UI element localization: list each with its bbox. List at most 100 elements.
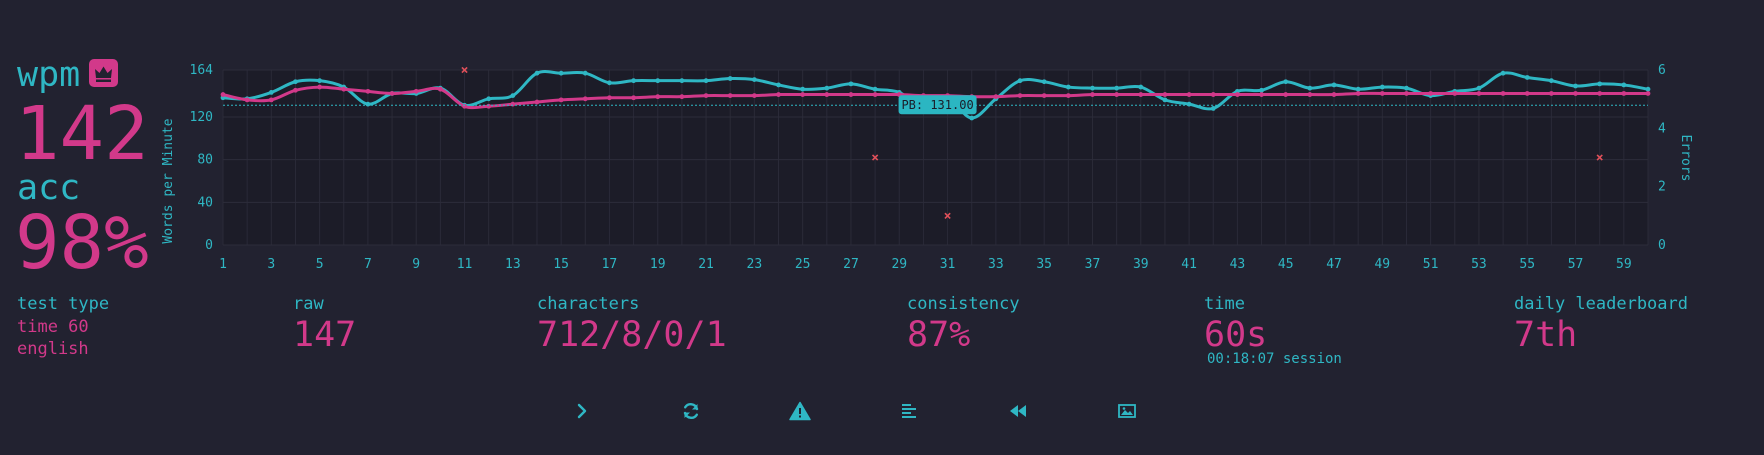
pb-annotation: PB: 131.00 bbox=[223, 95, 1648, 115]
wpm-point bbox=[824, 92, 830, 97]
raw-point bbox=[872, 86, 878, 92]
replay-button[interactable] bbox=[1003, 396, 1033, 426]
raw-point bbox=[486, 96, 492, 102]
wpm-point bbox=[413, 88, 419, 94]
wpm-point bbox=[389, 91, 395, 96]
raw-point bbox=[1476, 85, 1482, 91]
error-marker-stroke bbox=[944, 212, 951, 219]
test-type-label: test type bbox=[17, 294, 110, 314]
wpm-point bbox=[631, 95, 636, 101]
report-button[interactable] bbox=[785, 396, 815, 426]
characters-label: characters bbox=[537, 294, 640, 314]
acc-value: 98% bbox=[15, 200, 149, 286]
error-marker bbox=[871, 154, 879, 161]
wpm-point bbox=[1090, 92, 1095, 97]
raw-point bbox=[1379, 84, 1385, 90]
wpm-point bbox=[1017, 93, 1023, 99]
x-tick-label: 33 bbox=[988, 257, 1004, 272]
characters-value: 712/8/0/1 bbox=[537, 315, 727, 355]
x-tick-label: 31 bbox=[940, 257, 956, 272]
raw-point bbox=[1597, 81, 1603, 87]
wpm-point bbox=[510, 101, 516, 107]
raw-point bbox=[679, 78, 685, 84]
screenshot-button[interactable] bbox=[1112, 396, 1142, 426]
test-type-language: english bbox=[17, 339, 89, 359]
time-label: time bbox=[1204, 294, 1245, 314]
raw-value: 147 bbox=[293, 315, 357, 355]
raw-point bbox=[1621, 82, 1627, 88]
acc-label: acc bbox=[17, 168, 81, 208]
raw-point bbox=[751, 77, 757, 83]
wpm-point bbox=[293, 87, 298, 93]
raw-point bbox=[1210, 106, 1216, 111]
warning-icon bbox=[789, 401, 811, 421]
wpm-point bbox=[1548, 91, 1554, 96]
wpm-point bbox=[1138, 92, 1144, 97]
wpm-point bbox=[1452, 91, 1458, 96]
x-tick-label: 5 bbox=[316, 257, 324, 272]
raw-point bbox=[727, 76, 733, 81]
x-tick-label: 57 bbox=[1568, 257, 1584, 272]
raw-point bbox=[1017, 78, 1023, 84]
x-tick-label: 59 bbox=[1616, 257, 1632, 272]
daily-leaderboard-value: 7th bbox=[1514, 315, 1578, 355]
x-tick-label: 25 bbox=[795, 257, 811, 272]
raw-point bbox=[1283, 79, 1289, 85]
wpm-point bbox=[1283, 92, 1289, 97]
restart-button[interactable] bbox=[676, 396, 706, 426]
raw-point bbox=[1331, 82, 1337, 88]
raw-point bbox=[1114, 85, 1120, 91]
wpm-point bbox=[1597, 91, 1603, 96]
raw-point bbox=[607, 80, 612, 86]
raw-point bbox=[1259, 87, 1264, 93]
raw-point bbox=[776, 82, 781, 88]
wpm-point bbox=[607, 95, 612, 101]
wpm-point bbox=[1428, 91, 1434, 96]
raw-point bbox=[1524, 75, 1530, 80]
error-markers bbox=[461, 66, 1603, 219]
x-tick-label: 7 bbox=[364, 257, 372, 272]
raw-point bbox=[365, 101, 371, 107]
raw-point bbox=[582, 70, 588, 76]
wpm-point bbox=[486, 103, 492, 109]
wpm-point bbox=[1500, 91, 1506, 96]
raw-point bbox=[534, 70, 540, 76]
raw-point bbox=[969, 115, 975, 121]
wpm-point bbox=[244, 97, 250, 103]
raw-point bbox=[824, 85, 830, 91]
y2-axis-label: Errors bbox=[1678, 135, 1693, 182]
x-tick-label: 13 bbox=[505, 257, 521, 272]
wpm-point bbox=[558, 97, 564, 103]
x-tick-label: 43 bbox=[1230, 257, 1246, 272]
x-tick-label: 21 bbox=[698, 257, 714, 272]
wpm-point bbox=[1114, 92, 1120, 97]
wpm-point bbox=[1355, 91, 1361, 96]
next-test-button[interactable] bbox=[567, 396, 597, 426]
raw-point bbox=[1645, 86, 1651, 92]
wpm-point bbox=[1331, 92, 1337, 97]
x-tick-label: 55 bbox=[1519, 257, 1535, 272]
raw-point bbox=[1041, 79, 1047, 85]
raw-point bbox=[631, 78, 636, 84]
x-tick-label: 19 bbox=[650, 257, 666, 272]
time-value: 60s bbox=[1204, 315, 1268, 355]
raw-point bbox=[293, 79, 298, 85]
chevron-right-icon bbox=[577, 403, 587, 419]
x-tick-label: 23 bbox=[747, 257, 763, 272]
wpm-point bbox=[341, 86, 347, 92]
raw-point bbox=[1500, 70, 1506, 76]
crown-icon bbox=[89, 59, 118, 87]
raw-point bbox=[800, 86, 806, 92]
raw-point bbox=[1186, 101, 1192, 107]
words-history-button[interactable] bbox=[894, 396, 924, 426]
wpm-point bbox=[582, 96, 588, 102]
test-type-mode: time 60 bbox=[17, 317, 89, 337]
raw-point bbox=[268, 90, 274, 95]
y2-tick-label: 0 bbox=[1658, 238, 1666, 253]
wpm-point bbox=[1379, 91, 1385, 96]
wpm-point bbox=[1524, 91, 1530, 96]
wpm-point bbox=[1621, 91, 1627, 96]
wpm-point bbox=[776, 92, 781, 97]
y-tick-label: 0 bbox=[205, 238, 213, 253]
